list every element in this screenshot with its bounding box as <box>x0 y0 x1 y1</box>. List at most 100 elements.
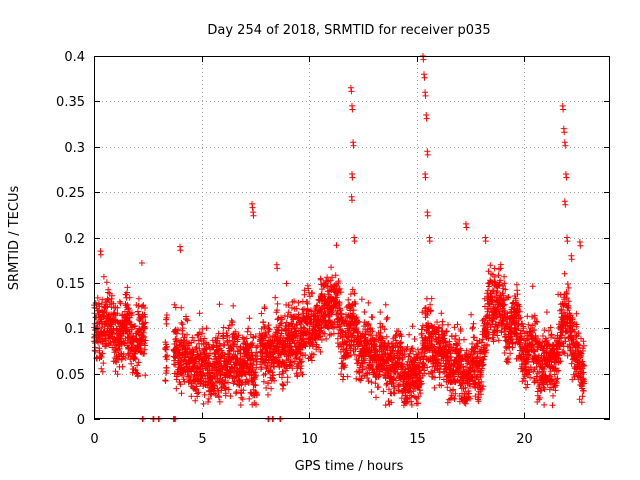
data-point <box>178 349 184 356</box>
data-point <box>380 388 387 395</box>
data-point <box>519 320 526 327</box>
data-point <box>132 323 139 329</box>
data-point <box>384 314 391 321</box>
data-point <box>573 310 580 317</box>
data-point <box>201 335 208 342</box>
data-point <box>212 392 219 398</box>
data-point <box>381 326 388 333</box>
data-point <box>214 335 221 342</box>
data-point <box>382 301 389 308</box>
data-point <box>249 204 256 211</box>
data-point <box>359 330 366 337</box>
data-point <box>347 345 354 352</box>
data-point <box>501 273 508 280</box>
data-point <box>244 328 251 335</box>
data-point <box>328 331 335 338</box>
data-point <box>439 318 446 325</box>
data-point <box>310 351 317 358</box>
data-point <box>105 286 112 293</box>
data-point <box>300 324 307 331</box>
data-point <box>126 334 133 341</box>
data-point <box>274 265 281 272</box>
data-point <box>408 392 415 399</box>
data-point <box>163 346 169 353</box>
data-point <box>369 314 376 321</box>
data-point <box>246 395 253 402</box>
data-point <box>372 380 379 387</box>
data-point <box>543 309 550 316</box>
data-point <box>226 337 233 344</box>
data-point <box>513 281 520 288</box>
data-point <box>375 384 382 390</box>
data-point <box>333 283 340 290</box>
data-point <box>190 349 197 356</box>
data-point <box>349 174 356 181</box>
data-point <box>491 265 498 272</box>
data-point <box>541 401 548 408</box>
data-point <box>291 298 298 305</box>
data-point <box>201 391 208 398</box>
data-point <box>280 382 287 389</box>
data-point <box>349 286 356 293</box>
data-point <box>562 201 569 208</box>
data-point <box>99 296 106 303</box>
data-point <box>367 332 374 339</box>
data-point <box>212 374 218 381</box>
data-point <box>171 301 178 308</box>
data-point <box>323 335 330 342</box>
data-point <box>268 385 275 392</box>
data-point <box>391 390 398 397</box>
data-point <box>122 355 129 361</box>
data-point <box>389 376 396 383</box>
data-point <box>428 295 435 302</box>
data-point <box>461 336 467 343</box>
data-point <box>208 391 215 398</box>
data-point <box>298 358 305 365</box>
data-point <box>564 281 571 287</box>
x-tick-label: 15 <box>409 432 426 447</box>
data-point <box>276 371 283 378</box>
data-point <box>128 321 135 328</box>
data-point <box>359 363 366 370</box>
data-point <box>279 316 286 323</box>
data-point <box>350 307 357 314</box>
data-point <box>222 385 229 392</box>
data-point <box>252 382 259 389</box>
data-point <box>390 389 397 396</box>
data-point <box>302 352 309 358</box>
data-point <box>379 335 386 342</box>
data-point <box>367 325 374 331</box>
data-point <box>411 336 418 342</box>
data-point <box>264 362 271 369</box>
data-point <box>200 400 207 407</box>
data-point <box>221 351 228 358</box>
data-point <box>554 375 561 382</box>
data-point <box>351 290 358 297</box>
data-point <box>253 372 260 379</box>
data-point <box>406 350 413 357</box>
data-point <box>409 348 416 355</box>
data-point <box>263 385 270 391</box>
data-point <box>178 361 185 368</box>
data-point <box>326 332 333 339</box>
data-point <box>358 296 365 303</box>
data-point <box>305 285 312 292</box>
data-point <box>365 320 372 327</box>
data-point <box>288 320 295 327</box>
data-point <box>265 391 271 398</box>
data-point <box>109 321 116 328</box>
data-point <box>550 392 556 399</box>
data-point <box>321 330 328 337</box>
data-point <box>174 338 180 345</box>
data-point <box>220 324 227 331</box>
data-point <box>301 325 308 332</box>
data-point <box>126 350 133 357</box>
data-point <box>388 399 395 406</box>
data-point <box>224 363 231 370</box>
data-point <box>203 345 210 352</box>
data-point <box>126 294 133 301</box>
data-point <box>164 352 171 359</box>
data-point <box>114 304 121 311</box>
data-point <box>324 288 331 295</box>
data-point <box>99 368 106 375</box>
